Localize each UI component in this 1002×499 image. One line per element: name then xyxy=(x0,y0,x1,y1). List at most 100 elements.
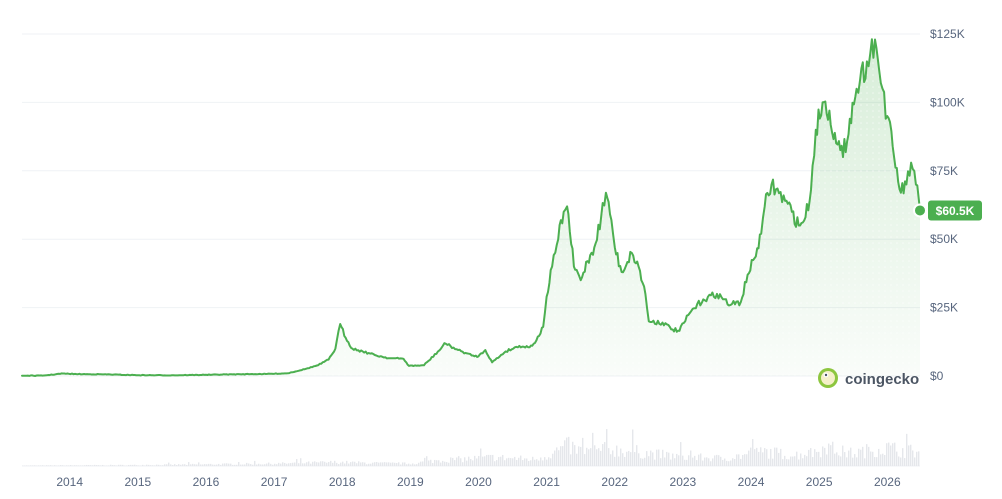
volume-bar xyxy=(890,445,892,466)
volume-bar xyxy=(716,454,718,466)
volume-bar xyxy=(898,456,900,466)
volume-bar xyxy=(104,465,106,466)
volume-bar xyxy=(160,465,162,466)
volume-bar xyxy=(58,465,60,466)
volume-bar xyxy=(162,465,164,466)
volume-bar xyxy=(332,462,334,466)
volume-bar xyxy=(42,465,44,466)
volume-bar xyxy=(918,451,920,466)
volume-bar xyxy=(210,463,212,466)
volume-bar xyxy=(102,464,104,466)
volume-bar xyxy=(390,462,392,466)
volume-bar xyxy=(522,460,524,466)
volume-bar xyxy=(580,446,582,466)
volume-bar xyxy=(584,454,586,466)
volume-bar xyxy=(602,444,604,466)
volume-bar xyxy=(712,458,714,466)
volume-bar xyxy=(234,464,236,466)
volume-bar xyxy=(844,452,846,466)
volume-bar xyxy=(468,456,470,466)
volume-bar xyxy=(330,460,332,466)
volume-bar xyxy=(514,456,516,466)
volume-bar xyxy=(590,448,592,466)
volume-bar xyxy=(784,455,786,466)
volume-bar xyxy=(254,460,256,466)
volume-bar xyxy=(384,462,386,466)
volume-bar xyxy=(26,465,28,466)
volume-bar xyxy=(414,464,416,466)
volume-bar xyxy=(876,457,878,466)
volume-bar xyxy=(668,452,670,466)
volume-bar xyxy=(530,460,532,466)
y-tick-label: $0 xyxy=(930,369,944,383)
volume-bar xyxy=(896,451,898,466)
volume-bar xyxy=(758,451,760,466)
volume-bar xyxy=(172,465,174,466)
volume-bar xyxy=(630,452,632,466)
volume-bar xyxy=(606,429,608,466)
volume-bar xyxy=(842,445,844,466)
y-axis: $125K $100K $75K $50K $25K $0 xyxy=(930,27,965,383)
volume-bar xyxy=(872,451,874,466)
volume-bar xyxy=(124,465,126,466)
volume-bar xyxy=(794,456,796,466)
volume-bar xyxy=(280,463,282,466)
volume-bar xyxy=(420,461,422,466)
volume-bar xyxy=(552,453,554,466)
volume-bar xyxy=(456,457,458,466)
volume-bar xyxy=(472,460,474,466)
volume-bar xyxy=(68,465,70,466)
volume-bar xyxy=(80,465,82,466)
volume-bar xyxy=(290,463,292,466)
volume-bar xyxy=(674,458,676,466)
volume-bar xyxy=(218,463,220,466)
volume-bar xyxy=(100,465,102,466)
volume-bar xyxy=(376,461,378,466)
volume-bar xyxy=(328,462,330,466)
volume-bar xyxy=(604,442,606,466)
x-tick-label: 2024 xyxy=(738,475,765,489)
volume-bar xyxy=(612,450,614,466)
volume-bar xyxy=(262,464,264,466)
volume-bar xyxy=(24,465,26,466)
volume-bar xyxy=(470,459,472,466)
volume-bar xyxy=(730,460,732,466)
volume-bar xyxy=(144,465,146,466)
volume-bar xyxy=(906,433,908,466)
volume-bar xyxy=(76,465,78,466)
volume-bar xyxy=(832,441,834,466)
volume-bar xyxy=(306,462,308,466)
volume-bar xyxy=(22,465,24,466)
volume-bar xyxy=(284,462,286,466)
volume-bar xyxy=(618,456,620,466)
price-area-dots xyxy=(22,39,920,377)
volume-bar xyxy=(354,461,356,466)
volume-bar xyxy=(732,458,734,466)
volume-bar xyxy=(814,449,816,466)
volume-bar xyxy=(116,465,118,466)
volume-bar xyxy=(370,463,372,466)
volume-bar xyxy=(516,459,518,466)
volume-bar xyxy=(138,465,140,466)
volume-bar xyxy=(616,445,618,466)
volume-bar xyxy=(796,451,798,466)
volume-bar xyxy=(274,463,276,466)
volume-bar xyxy=(170,464,172,466)
volume-bar xyxy=(224,463,226,466)
volume-bar xyxy=(462,462,464,466)
volume-bar xyxy=(738,454,740,466)
volume-bar xyxy=(334,460,336,466)
volume-bar xyxy=(700,453,702,466)
volume-bar xyxy=(588,449,590,466)
volume-bar xyxy=(308,461,310,466)
volume-bar xyxy=(808,449,810,466)
y-tick-label: $50K xyxy=(930,232,958,246)
volume-bar xyxy=(880,454,882,466)
volume-bar xyxy=(914,457,916,466)
volume-bar xyxy=(378,462,380,466)
volume-bar xyxy=(766,449,768,466)
volume-bar xyxy=(572,441,574,466)
current-price-dot xyxy=(913,203,927,218)
volume-bar xyxy=(222,463,224,466)
